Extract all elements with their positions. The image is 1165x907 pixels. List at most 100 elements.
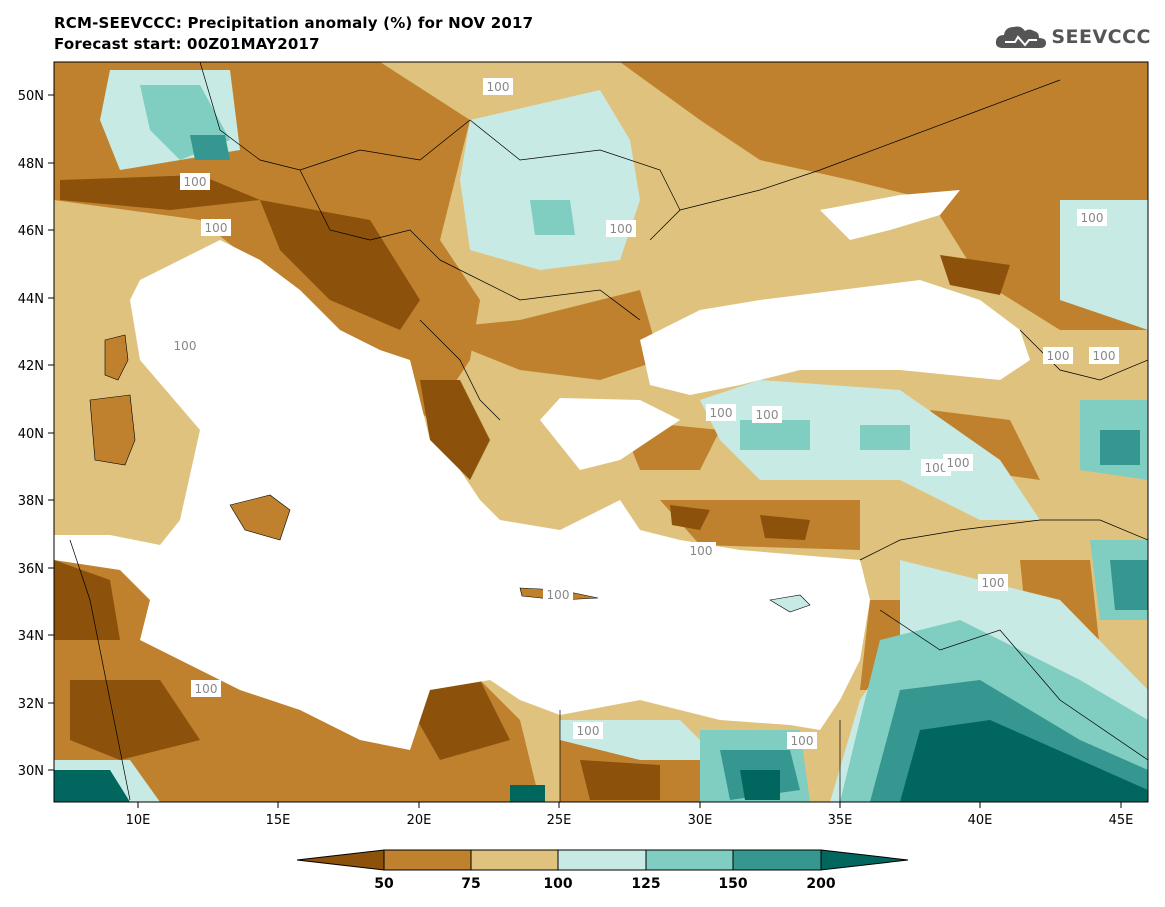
contour-label: 100 <box>543 586 573 603</box>
anomaly-below-50-turkey-coast-a <box>670 505 710 530</box>
anomaly-below-50-croatia <box>260 200 420 330</box>
anomaly-above-200-arabia <box>900 720 1148 802</box>
cloud-icon <box>996 26 1047 48</box>
svg-text:100: 100 <box>925 461 948 475</box>
contour-label: 100 <box>978 574 1008 591</box>
anomaly-150-200-iraq <box>1110 560 1148 610</box>
contour-label: 100 <box>1089 347 1119 364</box>
svg-text:100: 100 <box>547 588 570 602</box>
cyprus-island <box>769 594 811 613</box>
svg-text:100: 100 <box>690 544 713 558</box>
lon-label: 45E <box>1109 813 1134 828</box>
anomaly-150-200-caucasus <box>1100 430 1140 465</box>
border-line <box>879 609 1148 761</box>
colorbar-segment-150-200 <box>732 849 822 871</box>
border-line <box>1019 329 1148 381</box>
colorbar-label: 125 <box>631 876 660 892</box>
lat-label: 38N <box>18 494 44 509</box>
contour-label: 100 <box>787 732 817 749</box>
lat-label: 48N <box>18 157 44 172</box>
colorbar-segment-125-150 <box>645 849 734 871</box>
anomaly-125-150-hungary <box>530 200 575 235</box>
contour-label: 100 <box>686 542 716 559</box>
colorbar-segment-50-75 <box>383 849 472 871</box>
contour-label: 100 <box>483 78 513 95</box>
anomaly-above-200-libya <box>54 770 130 802</box>
contour-label: 100 <box>606 220 636 237</box>
contour-label: 100 <box>573 722 603 739</box>
anomaly-100-125-hungary-romania <box>460 90 640 270</box>
contour-label: 100 <box>1077 209 1107 226</box>
logo-text: SEEVCCC <box>1051 26 1151 48</box>
contour-label: 100 <box>752 406 782 423</box>
svg-text:100: 100 <box>1047 349 1070 363</box>
colorbar-segment-75-100 <box>470 849 559 871</box>
lat-label: 36N <box>18 562 44 577</box>
contour-label: 100 <box>706 404 736 421</box>
anomaly-125-150-anatolia <box>740 420 810 450</box>
colorbar-labels: 50 75 100 125 150 200 <box>374 876 836 892</box>
mediterranean-sea <box>54 240 870 750</box>
corsica-island <box>104 334 129 381</box>
svg-text:100: 100 <box>1093 349 1116 363</box>
anomaly-50-75-anatolia-east <box>930 410 1040 480</box>
svg-text:100: 100 <box>710 406 733 420</box>
aegean-sea-north <box>540 398 680 470</box>
lat-label: 46N <box>18 224 44 239</box>
lat-label: 34N <box>18 629 44 644</box>
lon-label: 15E <box>266 813 291 828</box>
lon-axis: 10E 15E 20E 25E 30E 35E 40E 45E <box>126 802 1134 828</box>
map-title: RCM-SEEVCCC: Precipitation anomaly (%) f… <box>54 14 534 32</box>
anomaly-below-50-cyrenaica <box>400 680 510 760</box>
border-line <box>69 539 131 801</box>
border-line <box>439 259 641 321</box>
map-frame <box>53 61 1149 803</box>
lat-label: 50N <box>18 89 44 104</box>
svg-text:100: 100 <box>982 576 1005 590</box>
anomaly-below-50-tunisia <box>54 560 120 640</box>
anomaly-50-75-anatolia-south <box>660 500 860 550</box>
black-sea <box>640 280 1030 395</box>
lat-label: 30N <box>18 764 44 779</box>
lat-label: 44N <box>18 292 44 307</box>
sardinia-island <box>89 394 136 466</box>
anomaly-above-200-egypt <box>740 770 780 800</box>
lat-axis: 50N 48N 46N 44N 42N 40N 38N 36N 34N 32N … <box>18 89 54 779</box>
colorbar-segment-above-200 <box>820 849 909 871</box>
anomaly-below-50-albania <box>420 380 490 480</box>
contour-label: 100 <box>1043 347 1073 364</box>
colorbar-label: 150 <box>718 876 747 892</box>
anomaly-below-50-russia-south <box>940 255 1010 295</box>
anomaly-below-50-egypt-west <box>580 760 660 800</box>
svg-text:100: 100 <box>195 682 218 696</box>
colorbar-label: 50 <box>374 876 394 892</box>
lat-label: 32N <box>18 697 44 712</box>
contour-label: 100 <box>170 337 200 354</box>
lat-label: 40N <box>18 427 44 442</box>
anomaly-100-125-caspian <box>1060 200 1148 330</box>
svg-text:100: 100 <box>487 80 510 94</box>
svg-text:100: 100 <box>756 408 779 422</box>
border-line <box>859 519 1148 561</box>
lon-label: 10E <box>126 813 151 828</box>
border-line <box>679 79 1061 211</box>
anomaly-150-200-alps <box>190 135 230 160</box>
svg-text:100: 100 <box>947 456 970 470</box>
lon-label: 20E <box>407 813 432 828</box>
contour-label: 100 <box>180 173 210 190</box>
sea-of-azov <box>820 190 960 240</box>
country-borders <box>69 62 1148 802</box>
lon-label: 30E <box>688 813 713 828</box>
border-line <box>469 119 681 241</box>
border-line <box>419 319 501 421</box>
contour-label: 100 <box>201 219 231 236</box>
colorbar-label: 200 <box>806 876 835 892</box>
lon-label: 25E <box>547 813 572 828</box>
svg-text:100: 100 <box>174 339 197 353</box>
svg-text:100: 100 <box>610 222 633 236</box>
lon-label: 35E <box>828 813 853 828</box>
anomaly-50-75-ukraine-russia <box>620 62 1148 330</box>
border-line <box>299 169 441 261</box>
svg-text:100: 100 <box>205 221 228 235</box>
